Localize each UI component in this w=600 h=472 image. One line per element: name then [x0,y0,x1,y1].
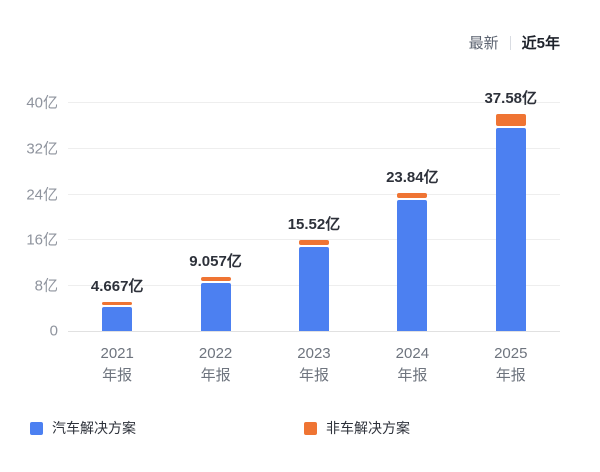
bar-segment-nonauto[interactable] [200,277,231,282]
x-axis-label: 2025 年报 [494,345,528,384]
plot-area: 40亿 32亿 24亿 16亿 8亿 0 4.667亿 2021 年报 9.05… [26,90,560,384]
legend-item-auto[interactable]: 汽车解决方案 [30,418,136,438]
legend-swatch-nonauto [304,421,317,435]
bar-group[interactable]: 23.84亿 2024 年报 [369,102,455,384]
legend-item-nonauto[interactable]: 非车解决方案 [304,418,410,438]
bar-group[interactable]: 9.057亿 2022 年报 [173,102,259,384]
bar-segment-nonauto[interactable] [397,192,428,198]
bar-segment-auto[interactable] [200,283,231,331]
bar-segment-nonauto[interactable] [102,302,133,305]
bar-value-label: 23.84亿 [386,168,439,186]
bar-value-label: 4.667亿 [90,278,144,296]
toolbar-divider [509,35,511,50]
bar-segment-nonauto[interactable] [298,240,329,246]
x-axis-line [68,331,560,332]
bar-group[interactable]: 4.667亿 2021 年报 [74,102,160,383]
gridline [68,193,560,195]
bar-segment-auto[interactable] [397,199,428,331]
bar-segment-auto[interactable] [102,306,133,331]
bar-value-label: 37.58亿 [484,89,538,107]
gridline [68,102,560,103]
bar-segment-nonauto[interactable] [495,113,526,127]
period-toolbar: 最新 近5年 [469,32,560,53]
bar-value-label: 9.057亿 [189,253,242,271]
gridline [68,147,560,149]
chart-legend: 汽车解决方案 非车解决方案 [30,418,410,438]
y-tick-label: 0 [49,322,58,340]
gridline [68,239,560,241]
x-axis-label: 2023 年报 [297,345,331,384]
bar-group[interactable]: 37.58亿 2025 年报 [468,90,554,384]
x-axis-label: 2021 年报 [100,345,134,384]
bar-value-label: 15.52亿 [287,216,341,234]
bar-segment-auto[interactable] [298,247,329,331]
y-tick-label: 32亿 [26,140,58,158]
bars-row: 4.667亿 2021 年报 9.057亿 2022 年报 15.52亿 [68,90,560,384]
legend-label-auto: 汽车解决方案 [52,420,136,436]
period-tab-latest[interactable]: 最新 [468,35,499,52]
y-tick-label: 16亿 [26,231,58,249]
y-tick-label: 40亿 [26,94,58,112]
bar-group[interactable]: 15.52亿 2023 年报 [271,102,357,384]
x-axis-label: 2024 年报 [395,345,430,384]
period-tab-5y[interactable]: 近5年 [521,35,560,52]
legend-swatch-auto [30,421,43,435]
y-tick-label: 8亿 [34,277,58,295]
y-tick-label: 24亿 [26,186,58,204]
bar-segment-auto[interactable] [495,128,526,331]
legend-label-nonauto: 非车解决方案 [326,420,410,436]
x-axis-label: 2022 年报 [198,345,233,384]
